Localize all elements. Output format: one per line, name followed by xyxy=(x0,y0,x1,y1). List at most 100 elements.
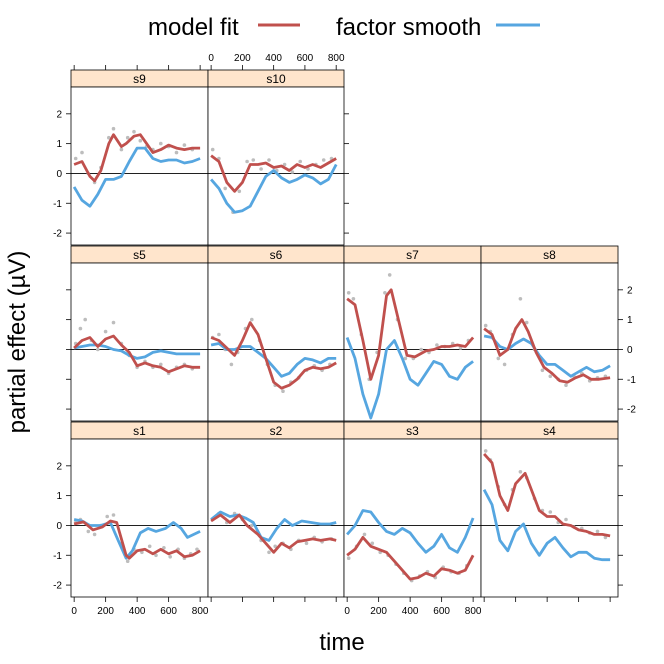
y-tick-label: -2 xyxy=(627,405,636,416)
data-point-s7 xyxy=(435,343,439,347)
x-tick-label: 0 xyxy=(71,606,77,617)
y-tick-label: 0 xyxy=(56,521,62,532)
strip-label-s9: s9 xyxy=(133,72,146,86)
model-fit-line-s5 xyxy=(73,334,201,374)
data-point-s5 xyxy=(96,347,100,352)
factor-smooth-line-s2 xyxy=(210,510,337,542)
x-tick-label: 800 xyxy=(192,606,209,617)
data-point-s10 xyxy=(282,162,287,167)
data-point-s8 xyxy=(548,374,553,379)
plot-area-s7 xyxy=(343,262,482,422)
data-point-s8 xyxy=(483,323,488,328)
data-point-s2 xyxy=(273,544,278,549)
data-point-s10 xyxy=(210,147,215,152)
data-point-s1 xyxy=(105,514,109,519)
x-tick-label: 600 xyxy=(297,53,314,64)
factor-smooth-line-s10 xyxy=(210,163,338,214)
x-tick-label: 600 xyxy=(433,606,450,617)
data-point-s3 xyxy=(346,556,351,560)
x-tick-label: 600 xyxy=(160,606,177,617)
data-point-s8 xyxy=(518,297,523,301)
data-point-s2 xyxy=(267,550,271,555)
data-point-s7 xyxy=(403,356,408,361)
data-point-s9 xyxy=(174,150,179,155)
y-tick-label: 1 xyxy=(627,315,633,326)
model-fit-line-s9 xyxy=(73,133,201,183)
data-point-s4 xyxy=(518,470,523,474)
data-point-s1 xyxy=(86,529,91,534)
plot-area-s1 xyxy=(70,438,209,598)
data-point-s9 xyxy=(73,156,78,161)
model-fit-line-s8 xyxy=(483,318,611,384)
strip-label-s8: s8 xyxy=(543,248,556,262)
y-axis-title: partial effect (µV) xyxy=(4,251,31,434)
data-point-s8 xyxy=(496,356,501,361)
data-point-s10 xyxy=(237,189,242,194)
y-tick-label: -1 xyxy=(53,551,62,562)
data-point-s1 xyxy=(195,547,199,552)
y-tick-label: 2 xyxy=(56,461,62,472)
data-point-s2 xyxy=(250,523,254,528)
data-point-s10 xyxy=(298,159,303,164)
strip-label-s7: s7 xyxy=(406,248,419,262)
data-point-s5 xyxy=(78,326,83,331)
factor-smooth-line-s1 xyxy=(73,518,201,560)
data-point-s6 xyxy=(250,317,254,322)
data-point-s1 xyxy=(147,544,152,549)
data-point-s10 xyxy=(321,158,326,162)
x-tick-label: 800 xyxy=(465,606,482,617)
data-point-s4 xyxy=(483,449,488,453)
panel-s4: s4 xyxy=(480,421,619,598)
strip-label-s6: s6 xyxy=(270,248,283,262)
strip-label-s2: s2 xyxy=(270,424,283,438)
y-tick-label: 1 xyxy=(56,139,62,150)
data-point-s6 xyxy=(229,362,234,367)
plot-area-s6 xyxy=(207,262,345,422)
strip-label-s1: s1 xyxy=(133,424,146,438)
y-tick-label: -2 xyxy=(53,581,62,592)
data-point-s6 xyxy=(281,389,285,394)
data-point-s10 xyxy=(245,159,249,164)
data-point-s2 xyxy=(304,541,309,546)
y-tick-label: 0 xyxy=(627,345,633,356)
data-point-s9 xyxy=(119,147,124,152)
panel-s2: s2 xyxy=(207,421,345,598)
panel-s5: s5 xyxy=(70,245,209,422)
model-fit-line-s1 xyxy=(73,519,201,560)
panel-s10: s10 xyxy=(207,69,345,246)
data-point-s9 xyxy=(138,138,143,143)
x-tick-label: 200 xyxy=(97,606,114,617)
data-point-s6 xyxy=(217,332,221,337)
data-point-s8 xyxy=(540,368,545,373)
data-point-s10 xyxy=(251,158,256,162)
strip-label-s4: s4 xyxy=(543,424,556,438)
data-point-s4 xyxy=(548,510,553,514)
x-tick-label: 200 xyxy=(370,606,387,617)
data-point-s7 xyxy=(387,273,392,277)
model-fit-line-s4 xyxy=(483,452,611,538)
strip-label-s3: s3 xyxy=(406,424,419,438)
panel-s9: s9 xyxy=(70,69,209,246)
factor-smooth-line-s6 xyxy=(210,342,337,378)
plot-area-s4 xyxy=(480,438,619,598)
strip-label-s10: s10 xyxy=(266,72,286,86)
data-point-s10 xyxy=(267,158,271,162)
data-point-s3 xyxy=(362,532,367,537)
x-tick-label: 0 xyxy=(208,53,214,64)
panel-s3: s3 xyxy=(343,421,482,598)
data-point-s5 xyxy=(83,317,87,322)
data-point-s9 xyxy=(125,135,130,140)
model-fit-line-s2 xyxy=(210,513,337,554)
data-point-s9 xyxy=(111,126,116,131)
legend: model fit factor smooth xyxy=(148,14,540,41)
y-tick-label: 2 xyxy=(627,285,633,296)
x-tick-label: 400 xyxy=(129,606,146,617)
data-point-s8 xyxy=(502,362,507,367)
plot-area-s8 xyxy=(480,262,619,422)
plot-area-s9 xyxy=(70,86,209,246)
data-point-s7 xyxy=(346,291,351,295)
data-point-s7 xyxy=(419,347,424,352)
model-fit-line-s6 xyxy=(210,321,337,390)
y-tick-label: 2 xyxy=(56,109,62,120)
data-point-s9 xyxy=(182,143,187,147)
